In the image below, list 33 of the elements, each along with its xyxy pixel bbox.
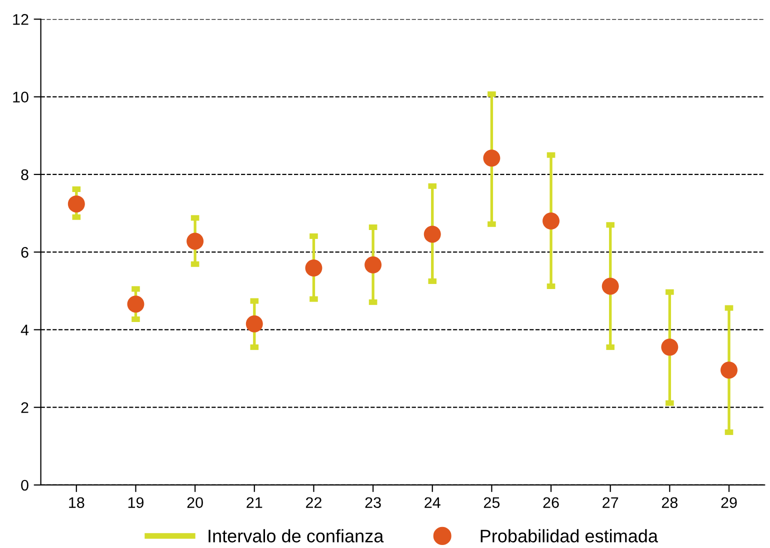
point — [483, 150, 500, 167]
y-tick-label: 2 — [21, 402, 28, 413]
x-tick-label: 21 — [246, 497, 262, 508]
legend-label: Probabilidad estimada — [480, 529, 658, 542]
point — [661, 338, 678, 356]
y-tick-label: 6 — [21, 246, 28, 258]
point — [424, 226, 441, 243]
x-tick-label: 20 — [187, 497, 203, 508]
y-tick-label: 10 — [13, 92, 28, 102]
x-tick-label: 22 — [306, 497, 322, 508]
point — [542, 212, 560, 230]
point — [305, 259, 322, 276]
point — [602, 278, 619, 295]
point — [364, 256, 382, 274]
x-tick-label: 23 — [365, 497, 381, 508]
x-tick-label: 24 — [424, 497, 440, 508]
x-tick-label: 27 — [602, 497, 618, 508]
point — [186, 232, 204, 250]
point — [68, 195, 85, 212]
y-tick-label: 0 — [21, 480, 28, 491]
x-tick-label: 25 — [484, 497, 500, 508]
x-tick-label: 28 — [662, 497, 678, 508]
point — [127, 296, 144, 313]
point — [246, 315, 263, 332]
legend-label: Intervalo de confianza — [208, 529, 384, 542]
x-tick-label: 29 — [721, 497, 737, 508]
x-tick-label: 26 — [543, 497, 559, 508]
point — [720, 362, 738, 379]
x-tick-label: 19 — [128, 497, 144, 508]
y-tick-label: 4 — [20, 324, 29, 336]
y-tick-label: 12 — [13, 14, 28, 25]
x-tick-label: 18 — [69, 497, 84, 508]
y-tick-label: 8 — [21, 169, 28, 180]
